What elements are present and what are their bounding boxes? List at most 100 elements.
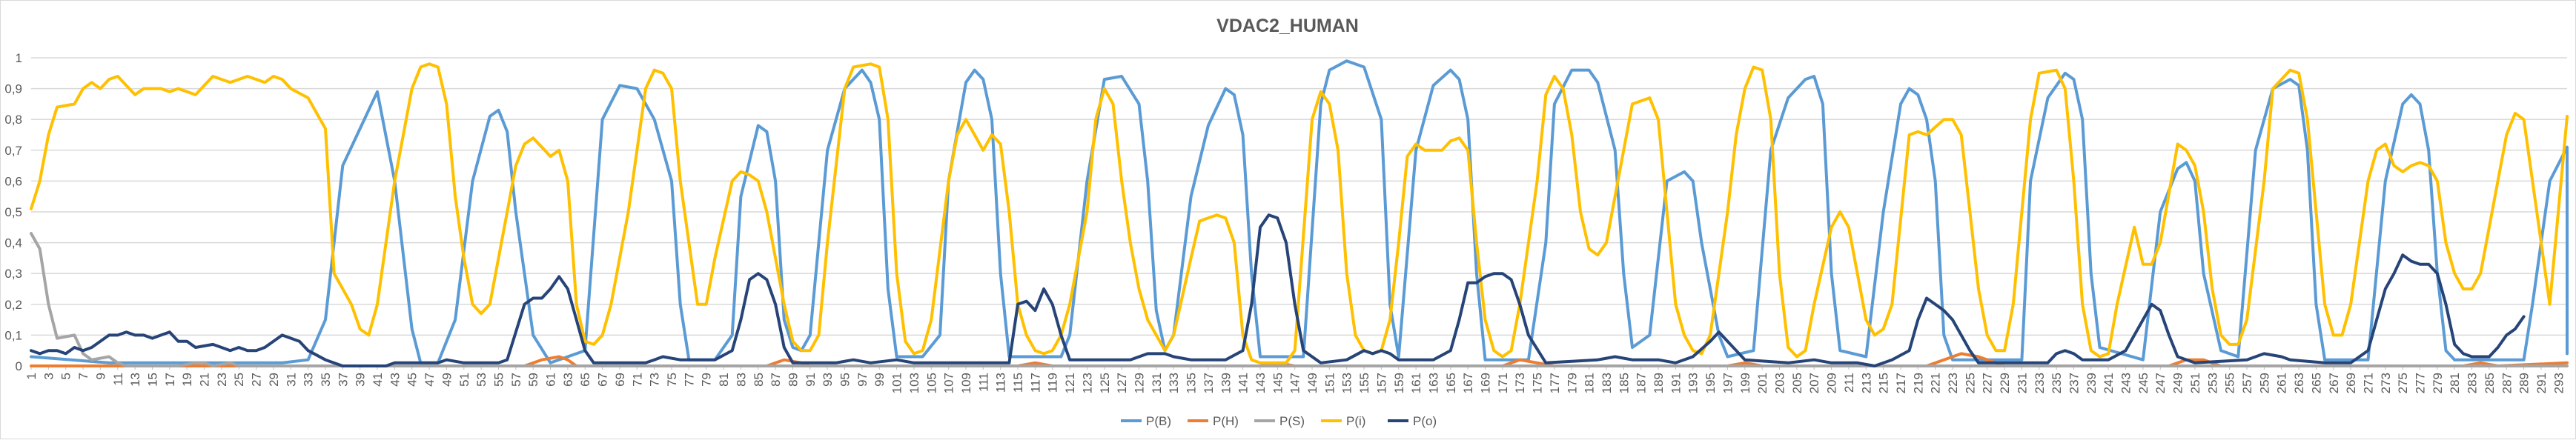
legend-label: P(B) bbox=[1146, 414, 1171, 428]
y-tick-label: 0,2 bbox=[4, 298, 22, 312]
x-tick-label: 239 bbox=[2085, 373, 2099, 393]
x-tick-label: 17 bbox=[163, 373, 177, 387]
x-tick-label: 113 bbox=[994, 373, 1008, 393]
x-tick-label: 1 bbox=[24, 373, 39, 379]
x-tick-label: 289 bbox=[2517, 373, 2532, 393]
x-tick-label: 29 bbox=[267, 373, 281, 387]
y-tick-label: 0,5 bbox=[4, 205, 22, 219]
x-tick-label: 221 bbox=[1929, 373, 1943, 393]
x-tick-label: 31 bbox=[284, 373, 298, 387]
x-tick-label: 149 bbox=[1305, 373, 1320, 393]
x-tick-label: 151 bbox=[1322, 373, 1337, 393]
series-line-pb bbox=[30, 59, 2569, 364]
x-tick-label: 131 bbox=[1150, 373, 1164, 393]
x-tick-label: 35 bbox=[319, 373, 333, 387]
x-tick-label: 49 bbox=[440, 373, 454, 387]
y-tick-label: 1 bbox=[16, 51, 22, 65]
x-tick-label: 11 bbox=[111, 373, 125, 386]
y-tick-label: 0,7 bbox=[4, 144, 22, 158]
x-tick-label: 45 bbox=[405, 373, 420, 387]
x-tick-label: 175 bbox=[1531, 373, 1545, 393]
x-tick-label: 257 bbox=[2240, 373, 2254, 393]
x-tick-label: 119 bbox=[1046, 373, 1060, 393]
x-tick-label: 177 bbox=[1548, 373, 1562, 393]
y-tick-label: 0 bbox=[16, 359, 22, 373]
x-tick-label: 123 bbox=[1080, 373, 1094, 393]
x-tick-label: 219 bbox=[1911, 373, 1925, 393]
x-tick-label: 139 bbox=[1219, 373, 1233, 393]
x-tick-label: 3 bbox=[42, 373, 56, 379]
x-tick-label: 285 bbox=[2483, 373, 2497, 393]
x-tick-label: 69 bbox=[613, 373, 627, 387]
x-tick-label: 77 bbox=[682, 373, 696, 387]
axes: 00,10,20,30,40,50,60,70,80,911 3 5 7 9 11 13 15… bbox=[4, 51, 2566, 393]
y-tick-label: 0,8 bbox=[4, 113, 22, 127]
x-tick-label: 209 bbox=[1825, 373, 1839, 393]
x-tick-label: 125 bbox=[1098, 373, 1112, 393]
x-tick-label: 5 bbox=[59, 373, 73, 379]
x-tick-label: 161 bbox=[1409, 373, 1423, 393]
x-tick-label: 87 bbox=[769, 373, 783, 387]
x-tick-label: 247 bbox=[2153, 373, 2168, 393]
x-tick-label: 107 bbox=[942, 373, 956, 393]
x-tick-label: 57 bbox=[509, 373, 523, 387]
x-tick-label: 53 bbox=[474, 373, 489, 387]
x-tick-label: 213 bbox=[1859, 373, 1873, 393]
x-tick-label: 99 bbox=[873, 373, 887, 387]
x-tick-label: 121 bbox=[1063, 373, 1077, 393]
x-tick-label: 93 bbox=[821, 373, 835, 387]
x-tick-label: 155 bbox=[1357, 373, 1371, 393]
x-tick-label: 241 bbox=[2102, 373, 2116, 393]
x-tick-label: 273 bbox=[2379, 373, 2393, 393]
x-tick-label: 13 bbox=[128, 373, 142, 387]
x-tick-label: 229 bbox=[1998, 373, 2012, 393]
x-tick-label: 73 bbox=[648, 373, 662, 387]
series-line-po bbox=[30, 213, 2526, 367]
legend-label: P(H) bbox=[1213, 414, 1239, 428]
x-tick-label: 27 bbox=[250, 373, 264, 387]
x-tick-label: 61 bbox=[544, 373, 558, 387]
x-tick-label: 81 bbox=[717, 373, 731, 387]
y-tick-label: 0,9 bbox=[4, 82, 22, 96]
x-tick-label: 235 bbox=[2050, 373, 2064, 393]
x-tick-label: 277 bbox=[2414, 373, 2428, 393]
x-tick-label: 51 bbox=[457, 373, 471, 387]
x-tick-label: 157 bbox=[1374, 373, 1388, 393]
legend-label: P(i) bbox=[1346, 414, 1365, 428]
x-tick-label: 243 bbox=[2119, 373, 2133, 393]
x-tick-label: 169 bbox=[1479, 373, 1493, 393]
x-tick-label: 19 bbox=[180, 373, 194, 387]
x-tick-label: 183 bbox=[1600, 373, 1614, 393]
x-tick-label: 43 bbox=[388, 373, 402, 387]
x-tick-label: 37 bbox=[336, 373, 350, 387]
x-tick-label: 195 bbox=[1703, 373, 1718, 393]
x-tick-label: 275 bbox=[2396, 373, 2410, 393]
x-tick-label: 281 bbox=[2448, 373, 2462, 393]
x-tick-label: 261 bbox=[2275, 373, 2289, 393]
x-tick-label: 143 bbox=[1254, 373, 1268, 393]
x-tick-label: 41 bbox=[371, 373, 385, 387]
x-tick-label: 153 bbox=[1340, 373, 1354, 393]
x-tick-label: 245 bbox=[2136, 373, 2150, 393]
x-tick-label: 55 bbox=[491, 373, 506, 387]
x-tick-label: 287 bbox=[2500, 373, 2514, 393]
y-tick-label: 0,6 bbox=[4, 174, 22, 188]
x-tick-label: 39 bbox=[354, 373, 368, 387]
chart-title: VDAC2_HUMAN bbox=[1216, 16, 1359, 36]
x-tick-label: 283 bbox=[2466, 373, 2480, 393]
x-tick-label: 173 bbox=[1513, 373, 1527, 393]
x-tick-label: 137 bbox=[1202, 373, 1216, 393]
x-tick-label: 129 bbox=[1132, 373, 1146, 393]
x-tick-label: 233 bbox=[2033, 373, 2047, 393]
x-tick-label: 103 bbox=[907, 373, 921, 393]
x-tick-label: 7 bbox=[76, 373, 90, 379]
x-tick-label: 135 bbox=[1185, 373, 1199, 393]
x-tick-label: 211 bbox=[1842, 373, 1856, 393]
x-tick-label: 203 bbox=[1773, 373, 1787, 393]
x-tick-label: 147 bbox=[1288, 373, 1302, 393]
x-tick-label: 193 bbox=[1686, 373, 1701, 393]
x-tick-label: 187 bbox=[1635, 373, 1649, 393]
x-tick-label: 141 bbox=[1236, 373, 1251, 393]
